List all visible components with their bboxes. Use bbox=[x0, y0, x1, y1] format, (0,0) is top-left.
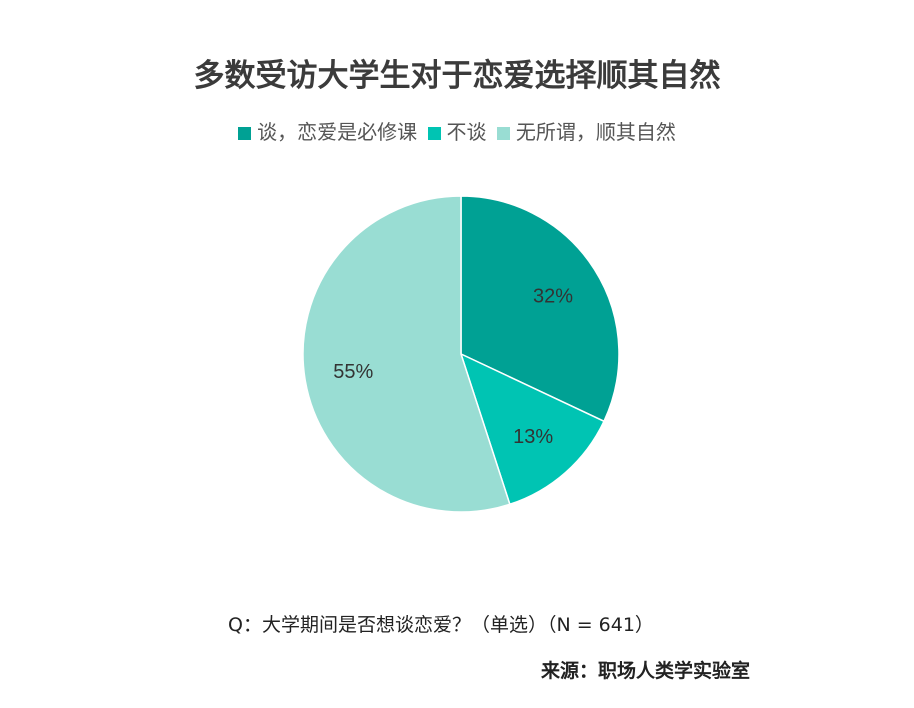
data-label: 55% bbox=[333, 361, 373, 383]
slice-must bbox=[460, 195, 620, 423]
legend-item-no: 不谈 bbox=[427, 116, 487, 145]
slice-whatever bbox=[302, 195, 511, 513]
data-label: 13% bbox=[513, 426, 553, 448]
data-label: 32% bbox=[533, 286, 573, 308]
slice-no bbox=[459, 352, 605, 506]
chart-title: 多数受访大学生对于恋爱选择顺其自然 bbox=[193, 58, 721, 94]
legend-swatch bbox=[427, 127, 441, 140]
legend-swatch bbox=[496, 127, 510, 140]
legend-item-whatever: 无所谓，顺其自然 bbox=[496, 116, 676, 145]
legend-label: 无所谓，顺其自然 bbox=[515, 120, 676, 144]
legend-label: 谈，恋爱是必修课 bbox=[257, 120, 418, 144]
legend-label: 不谈 bbox=[446, 120, 487, 144]
source: 来源：职场人类学实验室 bbox=[540, 660, 750, 682]
legend-item-must: 谈，恋爱是必修课 bbox=[238, 116, 417, 145]
footnote: Q：大学期间是否想谈恋爱？（单选）（N = 641） bbox=[228, 614, 654, 636]
legend: 谈，恋爱是必修课 不谈 无所谓，顺其自然 bbox=[0, 116, 914, 145]
legend-swatch bbox=[238, 127, 252, 140]
